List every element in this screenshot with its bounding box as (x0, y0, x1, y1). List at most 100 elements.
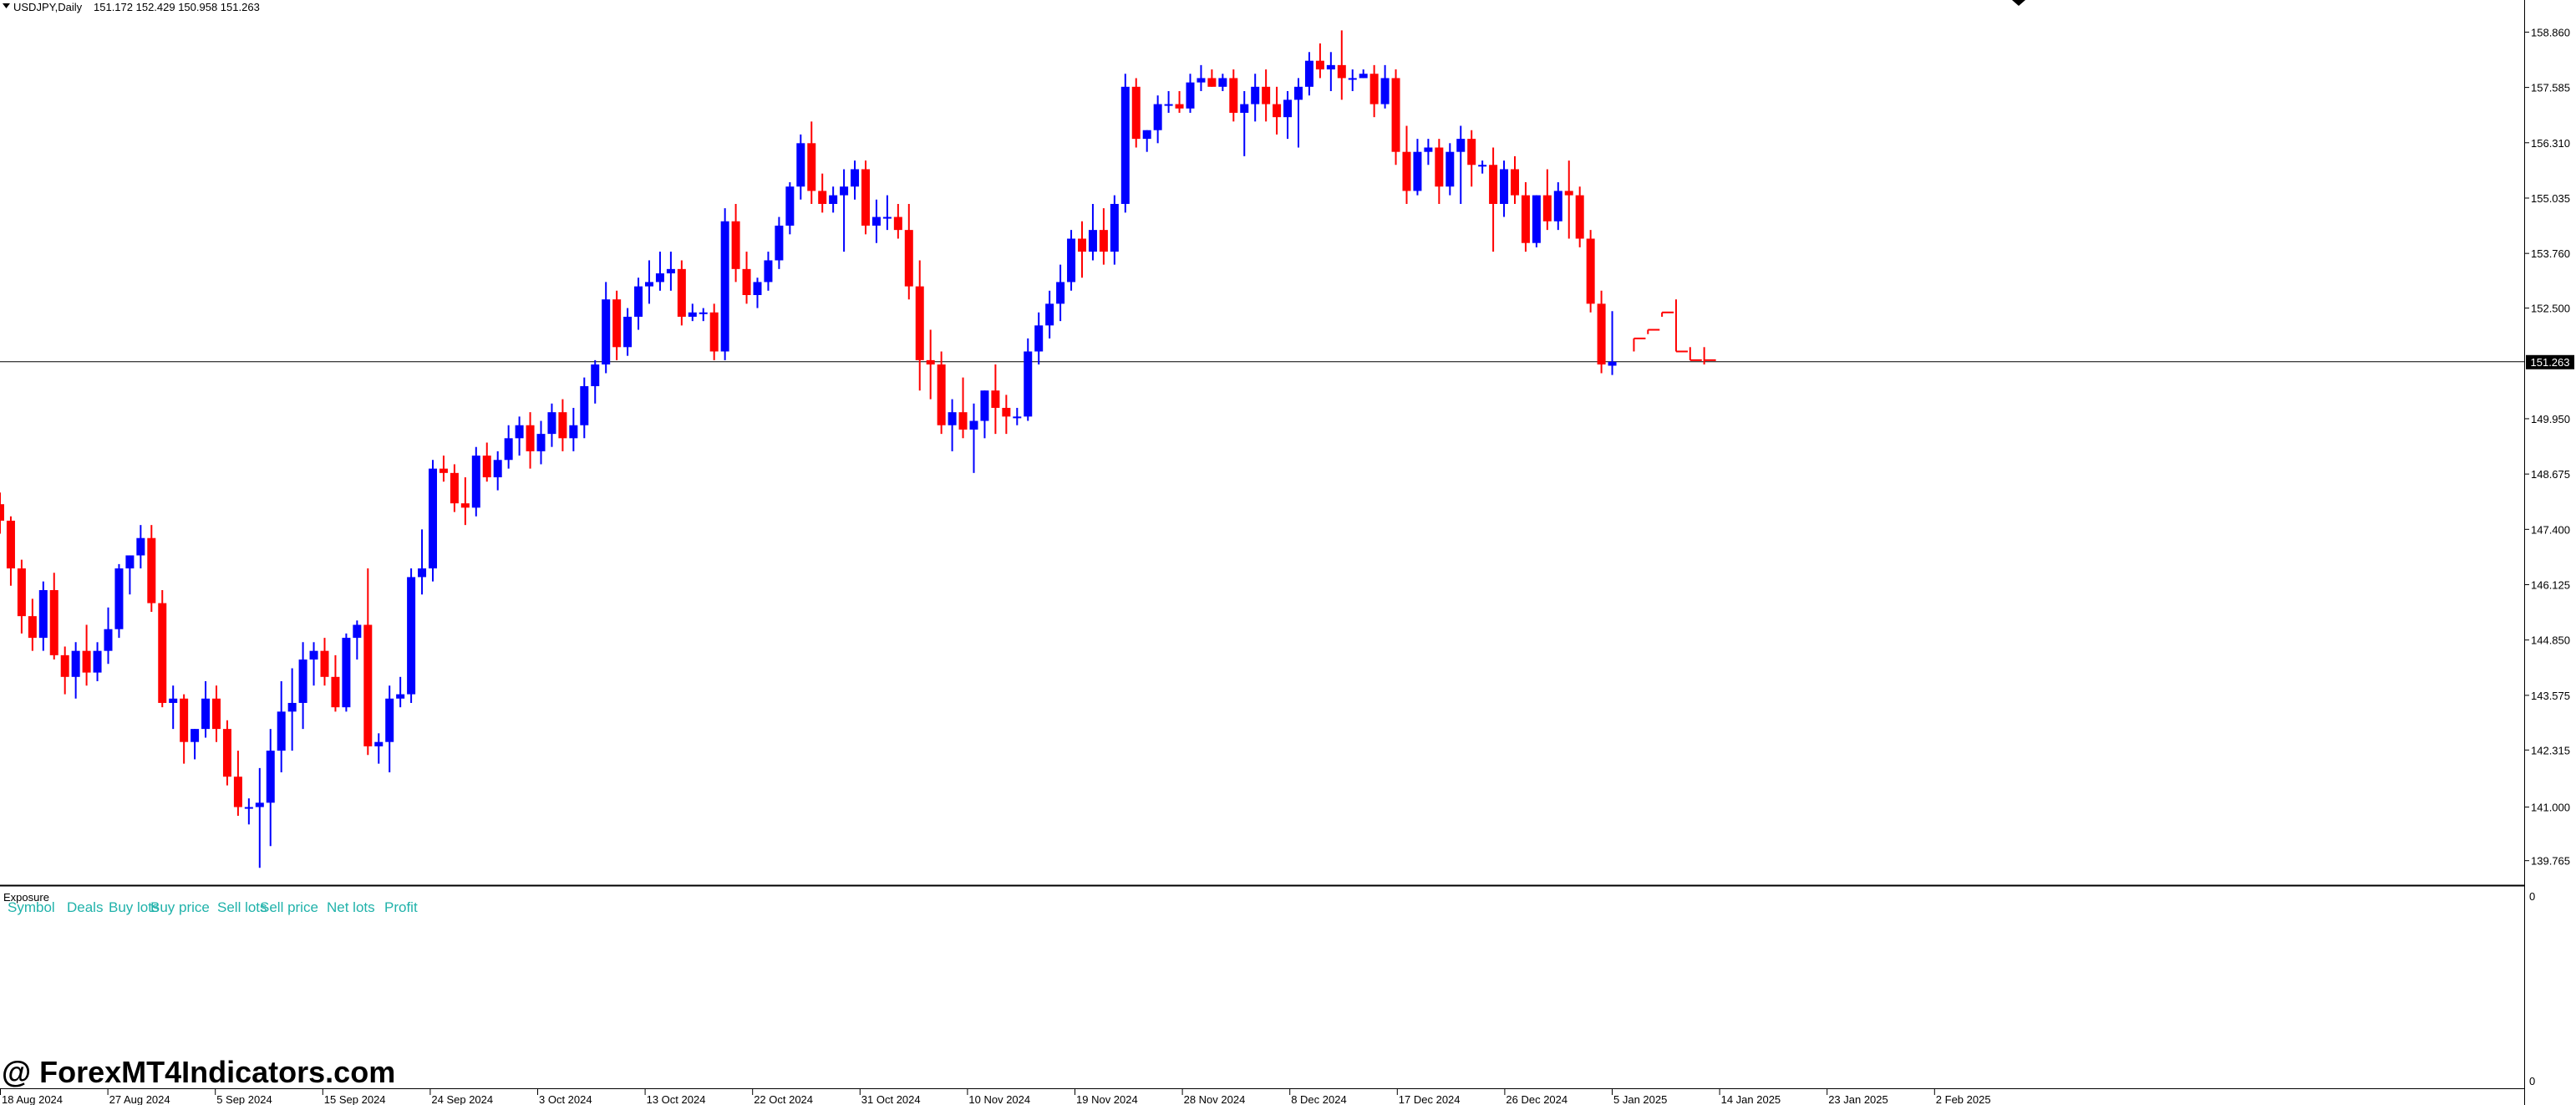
candle-body (1348, 78, 1357, 80)
candle-body (71, 650, 80, 677)
price-tick-label: 141.000 (2531, 802, 2570, 814)
candle-body (38, 590, 48, 639)
candle-body (655, 273, 664, 283)
time-tick-label: 19 Nov 2024 (1076, 1093, 1138, 1105)
candle-body (937, 364, 946, 425)
candle-body (460, 503, 470, 508)
candle-body (742, 268, 751, 295)
candle-body (1446, 151, 1455, 187)
candle-body (1424, 147, 1433, 152)
candle-body (125, 555, 135, 569)
price-tick-label: 158.860 (2531, 26, 2570, 38)
indicator-scale-top: 0 (2529, 890, 2535, 903)
shift-marker-icon[interactable] (2012, 0, 2025, 6)
candle-body (114, 568, 124, 629)
time-tick-label: 22 Oct 2024 (754, 1093, 813, 1105)
time-tick-label: 5 Sep 2024 (216, 1093, 272, 1105)
candle-body (450, 472, 459, 504)
candle-body (1013, 416, 1022, 419)
candle-body (169, 698, 178, 703)
candle-body (1251, 86, 1260, 104)
candle-body (1099, 230, 1108, 252)
candle-body (1067, 238, 1076, 283)
current-price-label: 151.263 (2531, 356, 2570, 369)
candle-body (82, 650, 91, 673)
forecast-series (1633, 299, 1716, 365)
candle-body (526, 425, 535, 451)
price-axis: 158.860 157.585 156.310 155.035 153.760 152.5… (2524, 26, 2570, 868)
candle-body (818, 191, 827, 204)
candlestick-series (0, 30, 1617, 868)
candle-body (1326, 64, 1335, 70)
candle-body (407, 577, 416, 695)
candle-body (331, 676, 340, 708)
price-tick-label: 139.765 (2531, 855, 2570, 868)
candle-body (504, 438, 513, 461)
price-tick-label: 143.575 (2531, 690, 2570, 702)
candle-body (1337, 64, 1346, 79)
chart-ohlc: 151.172 152.429 150.958 151.263 (94, 1, 260, 13)
candle-body (255, 802, 264, 807)
indicator-col-buy-lots: Buy lots (109, 899, 159, 915)
candle-body (396, 694, 405, 699)
candle-body (926, 359, 935, 365)
indicator-title: Exposure (3, 891, 49, 904)
candle-body (17, 568, 26, 617)
candle-body (1435, 147, 1444, 187)
candle-body (807, 143, 816, 191)
candle-body (1153, 104, 1162, 130)
candle-body (1056, 282, 1065, 304)
candle-body (893, 216, 902, 231)
candle-body (1597, 303, 1606, 365)
candle-body (1380, 78, 1390, 104)
candle-body (0, 504, 4, 521)
price-tick-label: 152.500 (2531, 303, 2570, 315)
candle-body (904, 230, 913, 287)
candle-body (699, 312, 708, 314)
candle-body (602, 299, 611, 365)
candle-body (28, 616, 37, 639)
candle-body (1304, 60, 1313, 87)
candle-body (1002, 407, 1011, 417)
candle-body (1478, 165, 1487, 167)
candle-body (49, 590, 58, 655)
candle-body (1359, 74, 1368, 79)
indicator-col-symbol: Symbol (8, 899, 55, 915)
candle-body (1456, 139, 1466, 152)
candle-body (840, 186, 849, 196)
candle-body (1608, 361, 1617, 366)
candle-body (1586, 238, 1595, 304)
candle-body (851, 169, 860, 187)
candle-body (969, 420, 978, 430)
price-tick-label: 148.675 (2531, 468, 2570, 481)
candle-body (1489, 165, 1498, 204)
time-axis: 18 Aug 2024 27 Aug 2024 5 Sep 2024 15 Sep 2… (0, 1088, 1991, 1105)
time-tick-label: 18 Aug 2024 (2, 1093, 63, 1105)
candle-body (1164, 104, 1173, 106)
candle-body (201, 698, 211, 730)
chart-symbol: USDJPY,Daily (13, 1, 83, 13)
candle-body (136, 537, 145, 556)
time-tick-label: 8 Dec 2024 (1291, 1093, 1347, 1105)
time-tick-label: 31 Oct 2024 (861, 1093, 921, 1105)
candle-body (222, 729, 231, 777)
candle-body (1564, 191, 1573, 196)
candle-body (871, 216, 881, 226)
candle-body (536, 434, 546, 451)
collapse-triangle-icon[interactable] (3, 3, 10, 8)
candle-body (180, 698, 189, 742)
candle-body (342, 638, 351, 708)
candle-body (1218, 78, 1227, 87)
time-tick-label: 10 Nov 2024 (968, 1093, 1030, 1105)
indicator-col-profit: Profit (384, 899, 418, 915)
candle-body (244, 807, 253, 809)
candle-body (212, 698, 221, 730)
candle-body (1511, 169, 1519, 196)
candle-body (569, 425, 578, 439)
indicator-col-sell-lots: Sell lots (217, 899, 267, 915)
candle-body (320, 650, 329, 677)
price-tick-label: 144.850 (2531, 634, 2570, 647)
candle-body (1034, 325, 1044, 352)
candle-body (191, 729, 200, 742)
